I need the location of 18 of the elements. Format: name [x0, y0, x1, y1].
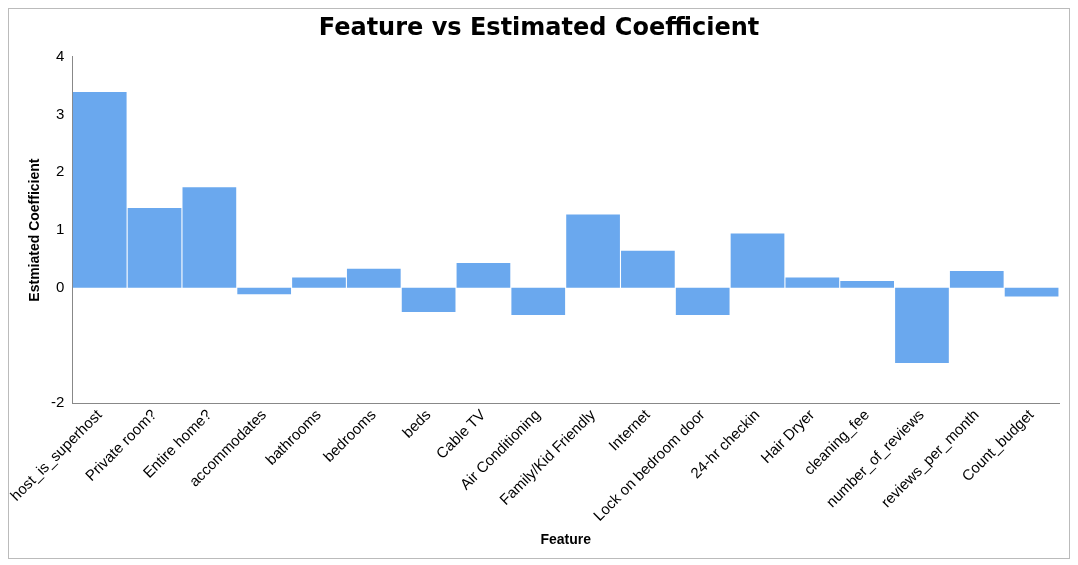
- bar: [895, 287, 949, 363]
- bar: [511, 287, 566, 315]
- y-tick-label: 4: [55, 46, 65, 64]
- bar: [1004, 287, 1059, 297]
- y-tick-label: 0: [55, 277, 65, 295]
- y-axis-title: Estmiated Coefficient: [26, 158, 43, 302]
- bar: [949, 271, 1004, 288]
- x-axis-title: Feature: [540, 531, 592, 548]
- y-tick-label: 2: [55, 162, 65, 180]
- bar: [237, 287, 292, 295]
- y-tick-label: -2: [50, 393, 65, 411]
- chart-title: Feature vs Estimated Coefficient: [318, 12, 760, 41]
- bar: [456, 262, 511, 288]
- y-tick-label: 1: [55, 220, 65, 238]
- bar: [675, 287, 730, 315]
- bar: [401, 287, 456, 313]
- y-tick-label: 3: [55, 104, 65, 122]
- bar: [182, 187, 237, 288]
